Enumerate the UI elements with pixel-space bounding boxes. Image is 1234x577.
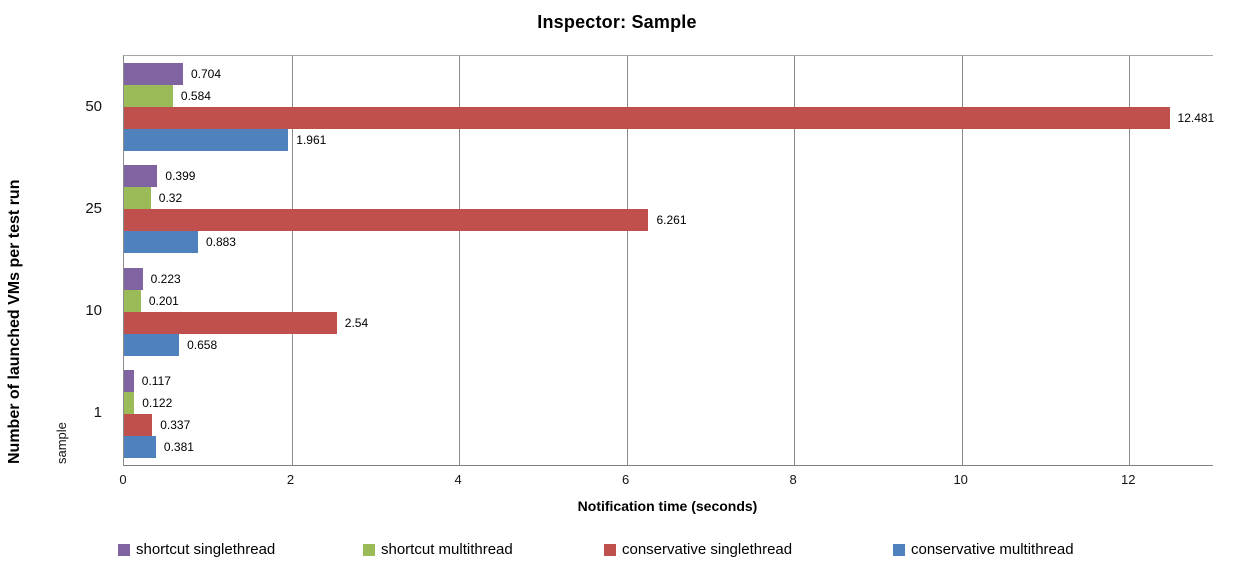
bar — [124, 435, 156, 458]
legend-item: conservative singlethread — [604, 541, 792, 558]
bar — [124, 63, 183, 86]
legend-item: conservative multithread — [893, 541, 1074, 558]
bar — [124, 107, 1170, 130]
x-axis-title: Notification time (seconds) — [577, 498, 758, 514]
bar — [124, 333, 180, 356]
bar-value-label: 0.399 — [165, 169, 196, 184]
bar-value-label: 0.223 — [150, 271, 181, 286]
bar-value-label: 6.261 — [656, 213, 687, 228]
legend-swatch-icon — [118, 543, 130, 556]
x-tick-label: 8 — [789, 472, 797, 487]
gridline — [794, 56, 796, 465]
gridline — [961, 56, 963, 465]
bar — [124, 289, 141, 312]
bar-value-label: 0.883 — [205, 235, 236, 250]
bar-value-label: 0.658 — [187, 337, 218, 352]
category-label: 10 — [85, 302, 102, 320]
bar-value-label: 0.117 — [141, 373, 171, 388]
plot-area: 0.704 0.584 12.481 1.961 0.399 0.32 6.261 0.883… — [123, 55, 1215, 466]
bar — [124, 209, 649, 232]
bar-value-label: 0.337 — [160, 417, 191, 432]
bar-value-label: 2.54 — [344, 315, 369, 330]
bar-group: 0.704 0.584 12.481 1.961 — [124, 56, 1215, 158]
bar-value-label: 0.381 — [163, 439, 194, 454]
bar — [124, 413, 153, 436]
x-tick-label: 2 — [286, 472, 295, 487]
category-label: 1 — [93, 404, 102, 422]
bar — [124, 391, 135, 414]
gridline — [459, 56, 461, 465]
bar — [124, 85, 173, 108]
legend-swatch-icon — [604, 543, 616, 556]
legend: shortcut singlethread shortcut multithrea… — [0, 541, 1234, 565]
legend-swatch-icon — [893, 543, 905, 556]
x-tick-label: 12 — [1120, 472, 1136, 487]
category-label: 25 — [85, 199, 102, 217]
legend-label: conservative singlethread — [622, 541, 793, 558]
bar-value-label: 0.584 — [180, 89, 211, 104]
bar-group: 0.399 0.32 6.261 0.883 — [124, 158, 1213, 260]
x-axis-tick-labels: 0 2 4 6 8 10 12 — [119, 472, 1212, 490]
bar-value-label: 0.32 — [158, 191, 183, 206]
bar-value-label: 0.704 — [190, 67, 221, 82]
bar-group: 0.117 0.122 0.337 0.381 — [124, 363, 1213, 465]
y-axis-category-labels: 50 25 10 1 — [62, 55, 112, 464]
legend-swatch-icon — [363, 543, 375, 556]
gridline — [291, 56, 293, 465]
category-label: 50 — [85, 97, 102, 115]
gridline — [626, 56, 628, 465]
bar — [124, 369, 134, 392]
bar-value-label: 0.201 — [148, 293, 179, 308]
bar — [124, 311, 337, 334]
bar — [124, 129, 289, 152]
bar-value-label: 1.961 — [296, 133, 327, 148]
x-tick-label: 6 — [621, 472, 630, 487]
gridline — [1129, 56, 1131, 465]
bar — [124, 187, 151, 210]
bar — [124, 267, 143, 290]
x-tick-label: 4 — [454, 472, 462, 487]
legend-item: shortcut multithread — [363, 541, 513, 558]
x-tick-label: 0 — [119, 472, 127, 487]
y-axis-title: Number of launched VMs per test run — [6, 179, 23, 464]
bar-value-label: 0.122 — [142, 395, 173, 410]
bar-group: 0.223 0.201 2.54 0.658 — [124, 261, 1213, 363]
bar — [124, 231, 198, 254]
bar — [124, 165, 158, 188]
legend-label: shortcut singlethread — [136, 541, 276, 558]
chart-title: Inspector: Sample — [537, 12, 697, 32]
legend-label: shortcut multithread — [381, 541, 513, 558]
legend-item: shortcut singlethread — [118, 541, 275, 558]
bar-value-label: 12.481 — [1177, 111, 1215, 126]
legend-label: conservative multithread — [911, 541, 1074, 558]
x-tick-label: 10 — [953, 472, 968, 487]
